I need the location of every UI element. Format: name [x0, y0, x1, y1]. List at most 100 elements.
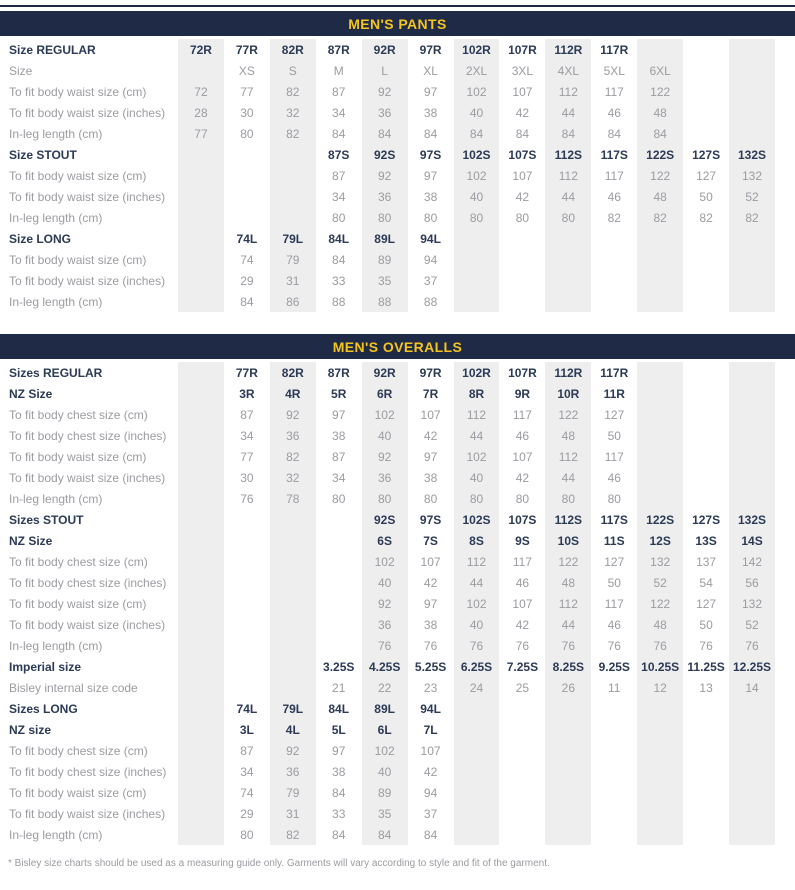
- row-label: To fit body waist size (inches): [9, 105, 166, 120]
- size-cell: 76: [607, 638, 621, 653]
- size-cell: [683, 803, 729, 824]
- size-cell: 94: [423, 785, 438, 800]
- size-cell: 44: [545, 614, 592, 635]
- size-cell: 107: [420, 554, 441, 569]
- size-cell: 117: [604, 168, 624, 183]
- size-cell: 28: [178, 102, 224, 123]
- row-label: Size REGULAR: [9, 42, 96, 57]
- row-label: To fit body waist size (inches): [9, 273, 166, 288]
- size-cell: [453, 270, 500, 291]
- size-cell: [637, 803, 684, 824]
- size-cell: [269, 186, 316, 207]
- size-cell: 87: [240, 743, 254, 758]
- size-cell: 76: [515, 638, 530, 653]
- size-cell: [683, 81, 729, 102]
- size-cell: [269, 614, 316, 635]
- size-cell: 97: [423, 84, 438, 99]
- size-cell: 102: [453, 165, 500, 186]
- size-cell: [499, 803, 545, 824]
- table-row: Size LONG 74L 79L 84L 89L 94L: [0, 228, 775, 249]
- size-cell: 80: [545, 207, 592, 228]
- size-cell: [224, 551, 270, 572]
- size-cell: 46: [607, 189, 621, 204]
- size-cell: 52: [637, 572, 684, 593]
- size-cell: 82: [729, 207, 775, 228]
- size-cell: 76: [637, 635, 684, 656]
- table-row: NZ Size 6S 7S 8S 9S 10S 11S 12S 13S 14S: [0, 530, 775, 551]
- size-cell: [591, 291, 637, 312]
- size-cell: 44: [545, 467, 592, 488]
- size-cell: [729, 270, 775, 291]
- size-cell: [683, 761, 729, 782]
- size-cell: 76: [729, 635, 775, 656]
- size-cell: [729, 425, 775, 446]
- size-cell: [316, 509, 362, 530]
- size-cell: 74L: [236, 231, 258, 246]
- size-cell: [729, 81, 775, 102]
- size-cell: 80: [453, 488, 500, 509]
- size-cell: [591, 228, 637, 249]
- size-cell: [178, 530, 224, 551]
- row-label: Size STOUT: [9, 147, 77, 162]
- size-cell: [453, 803, 500, 824]
- size-cell: [683, 425, 729, 446]
- size-cell: 97: [423, 449, 438, 464]
- table-row: To fit body waist size (inches) 29 31 33 35 3…: [0, 270, 775, 291]
- table-row: Size REGULAR 72R 77R 82R 87R 92R 97R 102R 107R 11…: [0, 39, 775, 60]
- row-label: In-leg length (cm): [9, 827, 103, 842]
- size-cell: [224, 186, 270, 207]
- size-cell: 107R: [508, 365, 537, 380]
- size-cell: 78: [269, 488, 316, 509]
- size-cell: [683, 228, 729, 249]
- size-cell: 84: [515, 126, 530, 141]
- table-row: Sizes REGULAR 77R 82R 87R 92R 97R 102R 107R 112R…: [0, 362, 775, 383]
- size-cell: [637, 824, 684, 845]
- size-cell: [178, 186, 224, 207]
- size-cell: [178, 60, 224, 81]
- size-cell: [545, 249, 592, 270]
- size-cell: 82: [607, 210, 621, 225]
- row-label: In-leg length (cm): [9, 491, 103, 506]
- size-cell: 97: [423, 168, 438, 183]
- size-cell: 102: [453, 593, 500, 614]
- size-cell: 29: [240, 806, 254, 821]
- size-cell: 102: [361, 551, 408, 572]
- size-cell: 77: [240, 84, 254, 99]
- size-cell: 97: [332, 743, 346, 758]
- size-cell: 122: [637, 593, 684, 614]
- size-cell: 117: [604, 449, 624, 464]
- overalls-table-header: MEN'S OVERALLS: [0, 334, 795, 359]
- table-row: To fit body chest size (inches) 34 36 38 40 4…: [0, 425, 775, 446]
- size-cell: 132: [729, 165, 775, 186]
- table-row: To fit body chest size (cm) 102 107 112 117 1…: [0, 551, 775, 572]
- size-cell: 127S: [692, 147, 721, 162]
- size-cell: 84: [240, 294, 254, 309]
- size-cell: [637, 228, 684, 249]
- size-cell: 38: [423, 470, 438, 485]
- size-cell: 2XL: [453, 60, 500, 81]
- size-cell: [729, 39, 775, 60]
- size-cell: [499, 270, 545, 291]
- size-cell: 87R: [327, 42, 350, 57]
- overalls-table-title: MEN'S OVERALLS: [332, 338, 463, 355]
- size-cell: [224, 530, 270, 551]
- size-cell: 82: [269, 123, 316, 144]
- size-cell: 132: [729, 593, 775, 614]
- size-cell: 117: [512, 554, 532, 569]
- size-cell: 52: [729, 614, 775, 635]
- size-cell: 87: [240, 407, 254, 422]
- size-cell: [178, 824, 224, 845]
- size-cell: 12: [637, 677, 684, 698]
- size-cell: [499, 824, 545, 845]
- size-cell: [178, 144, 224, 165]
- size-cell: 84: [332, 252, 346, 267]
- size-cell: 87: [332, 449, 346, 464]
- size-cell: [178, 249, 224, 270]
- size-cell: 92R: [361, 39, 408, 60]
- size-cell: 117: [512, 407, 532, 422]
- size-cell: 89: [361, 249, 408, 270]
- size-cell: [224, 677, 270, 698]
- size-cell: 79: [269, 249, 316, 270]
- size-cell: 11: [608, 680, 621, 695]
- size-cell: [729, 446, 775, 467]
